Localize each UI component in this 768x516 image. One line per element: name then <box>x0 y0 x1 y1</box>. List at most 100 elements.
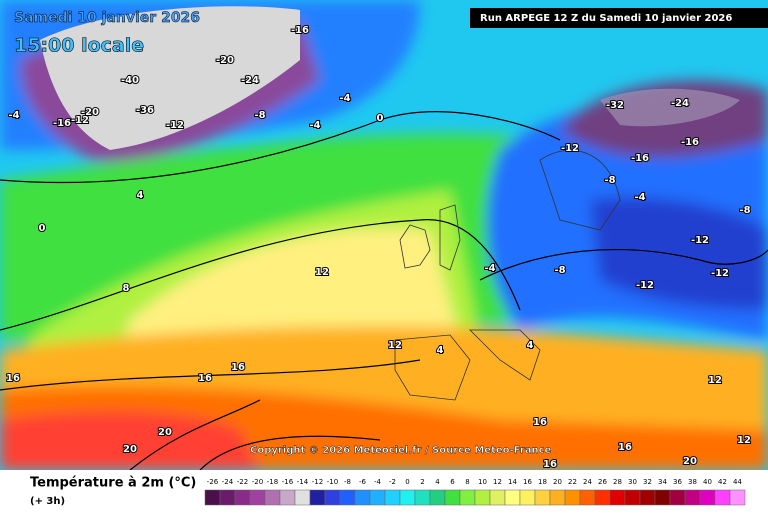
legend-swatch <box>549 489 566 506</box>
contour-label: -40 <box>121 75 139 86</box>
legend-swatch <box>639 489 656 506</box>
legend-tick-label: -2 <box>389 478 396 486</box>
legend-tick-label: 28 <box>613 478 622 486</box>
contour-label: -12 <box>636 280 654 291</box>
contour-label: -24 <box>241 75 259 86</box>
legend-tick-label: 36 <box>673 478 682 486</box>
legend-swatch <box>429 489 446 506</box>
legend-tick-label: 14 <box>508 478 517 486</box>
legend-tick-label: 4 <box>435 478 440 486</box>
contour-label: 16 <box>198 373 212 384</box>
contour-label: 16 <box>231 362 245 373</box>
legend-tick-label: -14 <box>297 478 309 486</box>
legend-swatch <box>264 489 281 506</box>
legend-tick-label: 30 <box>628 478 637 486</box>
legend-swatch <box>249 489 266 506</box>
map-date: Samedi 10 janvier 2026 <box>14 10 200 26</box>
contour-label: -36 <box>136 105 154 116</box>
contour-label: -8 <box>739 205 750 216</box>
contour-label: 16 <box>533 417 547 428</box>
legend-swatch <box>279 489 296 506</box>
legend-swatch <box>684 489 701 506</box>
contour-label: -4 <box>8 110 19 121</box>
contour-label: 12 <box>737 435 751 446</box>
contour-label: -16 <box>681 137 699 148</box>
legend-swatch <box>519 489 536 506</box>
legend-swatch <box>369 489 386 506</box>
contour-label: 20 <box>683 456 697 467</box>
contour-label: -24 <box>671 98 689 109</box>
contour-label: -32 <box>606 100 624 111</box>
contour-label: 12 <box>708 375 722 386</box>
legend-swatch <box>489 489 506 506</box>
contour-label: 20 <box>123 444 137 455</box>
legend-tick-label: -22 <box>237 478 248 486</box>
run-box <box>470 8 768 28</box>
legend-swatch <box>234 489 251 506</box>
legend-tick-label: 40 <box>703 478 712 486</box>
legend-swatch <box>309 489 326 506</box>
legend-tick-label: 42 <box>718 478 727 486</box>
legend-swatch <box>624 489 641 506</box>
contour-label: -8 <box>554 265 565 276</box>
contour-label: 4 <box>527 340 534 351</box>
contour-label: 12 <box>388 340 402 351</box>
contour-label: -16 <box>53 118 71 129</box>
legend-tick-label: 22 <box>568 478 577 486</box>
legend-tick-label: -24 <box>222 478 234 486</box>
legend-swatch <box>564 489 581 506</box>
legend-swatch <box>504 489 521 506</box>
contour-label: -4 <box>634 192 645 203</box>
legend-swatch <box>339 489 356 506</box>
legend-swatch <box>204 489 221 506</box>
contour-label: -4 <box>484 263 495 274</box>
legend-title: Température à 2m (°C) <box>30 476 196 491</box>
contour-label: -4 <box>339 93 350 104</box>
legend-tick-label: -8 <box>344 478 351 486</box>
legend-swatch <box>714 489 731 506</box>
legend-tick-label: 0 <box>405 478 409 486</box>
contour-label: -4 <box>309 120 320 131</box>
contour-label: 0 <box>377 113 384 124</box>
contour-label: 16 <box>618 442 632 453</box>
contour-label: -20 <box>216 55 234 66</box>
contour-label: -12 <box>561 143 579 154</box>
legend-tick-label: -18 <box>267 478 278 486</box>
legend-swatch <box>414 489 431 506</box>
legend-tick-label: 10 <box>478 478 487 486</box>
legend-swatch <box>474 489 491 506</box>
legend-tick-label: 16 <box>523 478 532 486</box>
legend-swatch <box>699 489 716 506</box>
contour-label: 0 <box>39 223 46 234</box>
legend-swatch <box>399 489 416 506</box>
legend-tick-label: 44 <box>733 478 742 486</box>
contour-label: -12 <box>691 235 709 246</box>
map-time: 15:00 locale <box>14 35 144 57</box>
legend-tick-label: -16 <box>282 478 294 486</box>
legend-tick-label: -20 <box>252 478 263 486</box>
contour-label: -12 <box>166 120 184 131</box>
legend-tick-label: -10 <box>327 478 338 486</box>
contour-label: 12 <box>315 267 329 278</box>
legend-swatch <box>609 489 626 506</box>
legend-tick-label: 34 <box>658 478 667 486</box>
legend-swatch <box>354 489 371 506</box>
legend-tick-label: 6 <box>450 478 455 486</box>
legend-tick-label: 8 <box>465 478 469 486</box>
legend-swatch <box>534 489 551 506</box>
legend-swatch <box>459 489 476 506</box>
legend-tick-label: 18 <box>538 478 547 486</box>
legend-tick-label: 20 <box>553 478 562 486</box>
legend-swatch <box>594 489 611 506</box>
legend-tick-label: -12 <box>312 478 323 486</box>
legend-tick-label: -6 <box>359 478 367 486</box>
contour-label: 16 <box>543 459 557 470</box>
legend-tick-label: 32 <box>643 478 652 486</box>
legend-swatch <box>669 489 686 506</box>
legend-step: (+ 3h) <box>30 496 65 507</box>
legend-swatch <box>324 489 341 506</box>
contour-label: -12 <box>71 115 89 126</box>
legend-swatch <box>294 489 311 506</box>
legend-tick-label: 26 <box>598 478 607 486</box>
legend-tick-label: 24 <box>583 478 592 486</box>
